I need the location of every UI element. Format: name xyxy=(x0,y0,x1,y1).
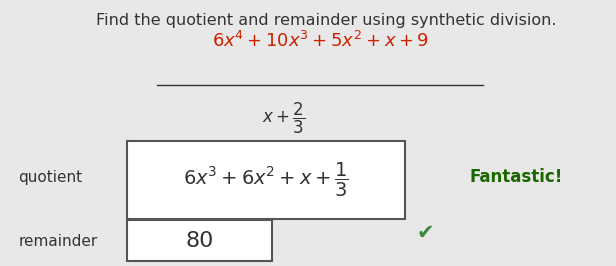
Text: 80: 80 xyxy=(185,231,214,251)
Text: $6x^3 + 6x^2 + x + \dfrac{1}{3}$: $6x^3 + 6x^2 + x + \dfrac{1}{3}$ xyxy=(183,161,349,199)
Text: quotient: quotient xyxy=(18,170,83,185)
Text: $6x^4 + 10x^3 + 5x^2 + x + 9$: $6x^4 + 10x^3 + 5x^2 + x + 9$ xyxy=(211,31,429,51)
Text: $x + \dfrac{2}{3}$: $x + \dfrac{2}{3}$ xyxy=(262,101,306,136)
Text: remainder: remainder xyxy=(18,234,97,249)
Text: Fantastic!: Fantastic! xyxy=(469,168,563,186)
Text: ✔: ✔ xyxy=(417,223,434,243)
Text: Find the quotient and remainder using synthetic division.: Find the quotient and remainder using sy… xyxy=(96,13,556,28)
